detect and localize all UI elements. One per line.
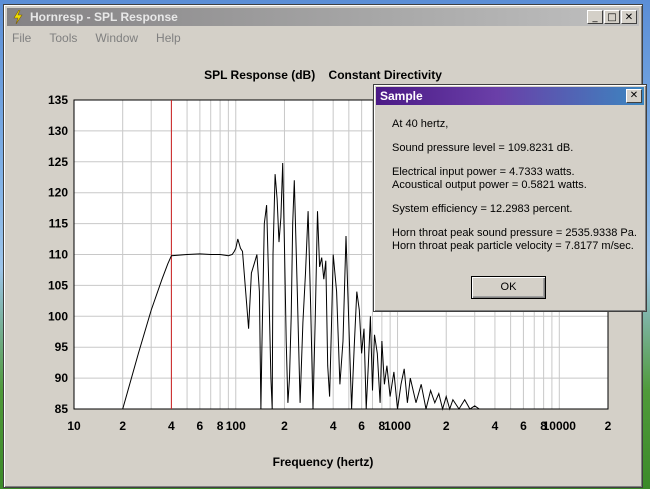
x-tick-label: 8 (217, 419, 224, 433)
maximize-button[interactable]: □ (604, 10, 620, 24)
x-tick-label: 10 (67, 419, 81, 433)
menu-window[interactable]: Window (95, 31, 139, 45)
y-tick-label: 130 (48, 124, 68, 138)
y-tick-label: 85 (55, 402, 69, 416)
x-tick-label: 4 (330, 419, 337, 433)
menu-file[interactable]: File (12, 31, 32, 45)
x-tick-label: 4 (168, 419, 175, 433)
x-tick-label: 8 (540, 419, 547, 433)
x-tick-label: 4 (492, 419, 499, 433)
x-tick-label: 8 (379, 419, 386, 433)
x-tick-label: 2 (119, 419, 126, 433)
y-tick-label: 125 (48, 155, 68, 169)
dialog-spacer (392, 216, 637, 227)
dialog-line: System efficiency = 12.2983 percent. (392, 203, 573, 215)
dialog-line: Acoustical output power = 0.5821 watts. (392, 179, 587, 191)
x-tick-label: 6 (197, 419, 204, 433)
dialog-line: At 40 hertz, (392, 118, 449, 130)
close-button[interactable]: ✕ (621, 10, 637, 24)
lightning-icon (11, 10, 25, 24)
dialog-title: Sample (380, 89, 423, 103)
y-tick-label: 105 (48, 278, 68, 292)
menu-help[interactable]: Help (156, 31, 181, 45)
dialog-message: At 40 hertz, Sound pressure level = 109.8… (392, 118, 637, 253)
window-titlebar[interactable]: Hornresp - SPL Response _ □ ✕ (7, 8, 639, 26)
y-tick-label: 90 (55, 371, 69, 385)
window-title: Hornresp - SPL Response (30, 10, 178, 24)
y-tick-label: 95 (55, 340, 69, 354)
chart-title: SPL Response (dB) Constant Directivity (204, 68, 442, 82)
dialog-line: Sound pressure level = 109.8231 dB. (392, 142, 574, 154)
y-tick-label: 135 (48, 93, 68, 107)
dialog-spacer (392, 131, 637, 142)
x-tick-label: 10000 (543, 419, 577, 433)
y-tick-label: 100 (48, 309, 68, 323)
y-tick-label: 120 (48, 186, 68, 200)
x-tick-label: 6 (358, 419, 365, 433)
x-tick-label: 2 (443, 419, 450, 433)
dialog-line: Horn throat peak sound pressure = 2535.9… (392, 227, 637, 239)
x-axis-label: Frequency (hertz) (272, 455, 374, 469)
dialog-spacer (392, 155, 637, 166)
dialog-line: Horn throat peak particle velocity = 7.8… (392, 240, 634, 252)
spl-response-line (122, 162, 484, 411)
dialog-spacer (392, 192, 637, 203)
x-tick-label: 100 (226, 419, 246, 433)
x-tick-label: 1000 (384, 419, 411, 433)
minimize-button[interactable]: _ (587, 10, 603, 24)
y-tick-label: 110 (49, 248, 69, 262)
x-tick-label: 2 (281, 419, 288, 433)
dialog-titlebar[interactable]: Sample ✕ (376, 87, 644, 105)
sample-dialog: Sample ✕ At 40 hertz, Sound pressure leve… (373, 84, 647, 312)
x-tick-label: 2 (605, 419, 612, 433)
x-tick-label: 6 (520, 419, 527, 433)
dialog-close-button[interactable]: ✕ (626, 89, 642, 103)
menu-tools[interactable]: Tools (49, 31, 78, 45)
ok-button[interactable]: OK (471, 276, 546, 299)
dialog-line: Electrical input power = 4.7333 watts. (392, 166, 575, 178)
menubar: File Tools Window Help (10, 30, 183, 48)
y-tick-label: 115 (49, 217, 69, 231)
